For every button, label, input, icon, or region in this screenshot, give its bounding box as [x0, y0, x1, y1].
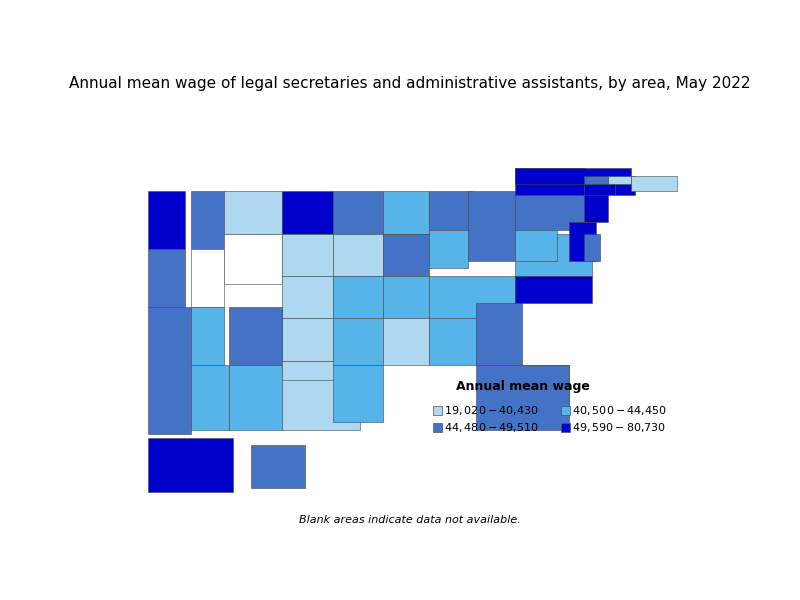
Bar [333, 191, 383, 233]
Bar [430, 319, 476, 365]
Bar [584, 176, 615, 195]
Bar [561, 406, 570, 415]
Bar [383, 319, 430, 365]
Bar [430, 191, 472, 230]
Bar [514, 168, 584, 195]
Bar [383, 233, 430, 276]
Text: $44,480 - $49,510: $44,480 - $49,510 [444, 421, 539, 434]
Bar [148, 249, 186, 307]
Bar [148, 307, 190, 434]
Bar [430, 276, 514, 319]
Bar [224, 191, 282, 233]
Bar [476, 303, 522, 365]
Bar [282, 361, 360, 380]
Text: $19,020 - $40,430: $19,020 - $40,430 [444, 404, 539, 417]
Bar [468, 191, 514, 260]
Bar [608, 176, 631, 184]
Bar [229, 307, 282, 365]
Text: Annual mean wage of legal secretaries and administrative assistants, by area, Ma: Annual mean wage of legal secretaries an… [70, 76, 750, 91]
Bar [191, 191, 224, 249]
Text: $40,500 - $44,450: $40,500 - $44,450 [572, 404, 667, 417]
Bar [522, 365, 569, 407]
Bar [584, 191, 608, 222]
Bar [191, 365, 229, 430]
Bar [430, 230, 468, 268]
Bar [191, 249, 224, 307]
Bar [584, 233, 600, 260]
Bar [333, 319, 383, 365]
Bar [282, 361, 360, 430]
Bar [514, 191, 584, 230]
Text: Blank areas indicate data not available.: Blank areas indicate data not available. [299, 515, 521, 525]
Bar [476, 365, 569, 430]
Bar [631, 176, 678, 191]
Bar [514, 222, 558, 260]
Bar [333, 365, 383, 422]
Bar [383, 276, 430, 319]
Bar [282, 276, 333, 319]
Bar [224, 233, 282, 284]
Bar [251, 445, 306, 488]
Bar [383, 191, 430, 233]
Bar [514, 233, 592, 276]
Bar [584, 176, 608, 184]
Bar [514, 168, 631, 184]
Text: $49,590 - $80,730: $49,590 - $80,730 [572, 421, 666, 434]
Bar [514, 276, 592, 303]
Bar [569, 222, 596, 260]
Text: Annual mean wage: Annual mean wage [457, 380, 590, 393]
Bar [561, 423, 570, 431]
Bar [148, 191, 186, 249]
Bar [434, 423, 442, 431]
Bar [282, 233, 333, 276]
Bar [229, 365, 282, 430]
Bar [191, 307, 224, 365]
Bar [434, 406, 442, 415]
Bar [333, 276, 383, 319]
Bar [148, 438, 234, 491]
Bar [615, 176, 634, 195]
Bar [282, 319, 333, 361]
Bar [282, 191, 333, 233]
Bar [333, 233, 383, 276]
